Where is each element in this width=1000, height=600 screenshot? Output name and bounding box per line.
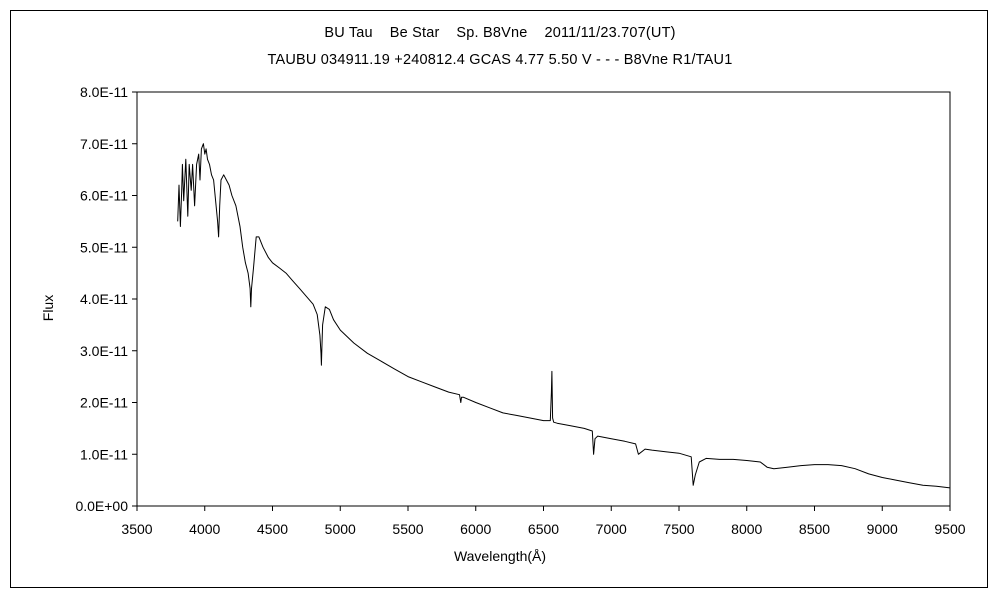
x-axis-label: Wavelength(Å) (453, 548, 547, 564)
series-layer (177, 143, 951, 489)
y-tick-label: 7.0E-11 (80, 136, 128, 152)
x-tick-label: 6500 (528, 521, 559, 537)
x-tick-label: 4500 (257, 521, 288, 537)
plot-area (136, 91, 951, 507)
x-axis: 3500 4000 4500 5000 5500 6000 6500 7000 7500 8000… (121, 506, 966, 537)
spectrum-line (177, 143, 951, 489)
y-tick-label: 0.0E+00 (75, 498, 128, 514)
y-tick-label: 5.0E-11 (80, 239, 128, 255)
chart-frame (10, 10, 988, 588)
y-tick-label: 6.0E-11 (80, 188, 128, 204)
x-tick-label: 9500 (934, 521, 965, 537)
x-tick-label: 5500 (392, 521, 423, 537)
x-tick-label: 4000 (189, 521, 220, 537)
x-tick-label: 8000 (731, 521, 762, 537)
y-tick-label: 4.0E-11 (80, 291, 128, 307)
y-tick-label: 1.0E-11 (80, 446, 128, 462)
y-axis: 0.0E+00 1.0E-11 2.0E-11 3.0E-11 4.0E-11 5.0E-… (75, 84, 137, 514)
x-tick-label: 6000 (460, 521, 491, 537)
y-tick-label: 8.0E-11 (80, 84, 128, 100)
chart-subtitle: TAUBU 034911.19 +240812.4 GCAS 4.77 5.50… (267, 52, 733, 68)
x-tick-label: 8500 (799, 521, 830, 537)
x-tick-label: 7000 (596, 521, 627, 537)
x-tick-label: 5000 (325, 521, 356, 537)
x-tick-label: 3500 (121, 521, 152, 537)
y-tick-label: 3.0E-11 (80, 343, 128, 359)
chart-title: BU Tau Be Star Sp. B8Vne 2011/11/23.707(… (324, 25, 676, 41)
x-tick-label: 7500 (663, 521, 694, 537)
x-tick-label: 9000 (867, 521, 898, 537)
y-tick-label: 2.0E-11 (80, 395, 128, 411)
